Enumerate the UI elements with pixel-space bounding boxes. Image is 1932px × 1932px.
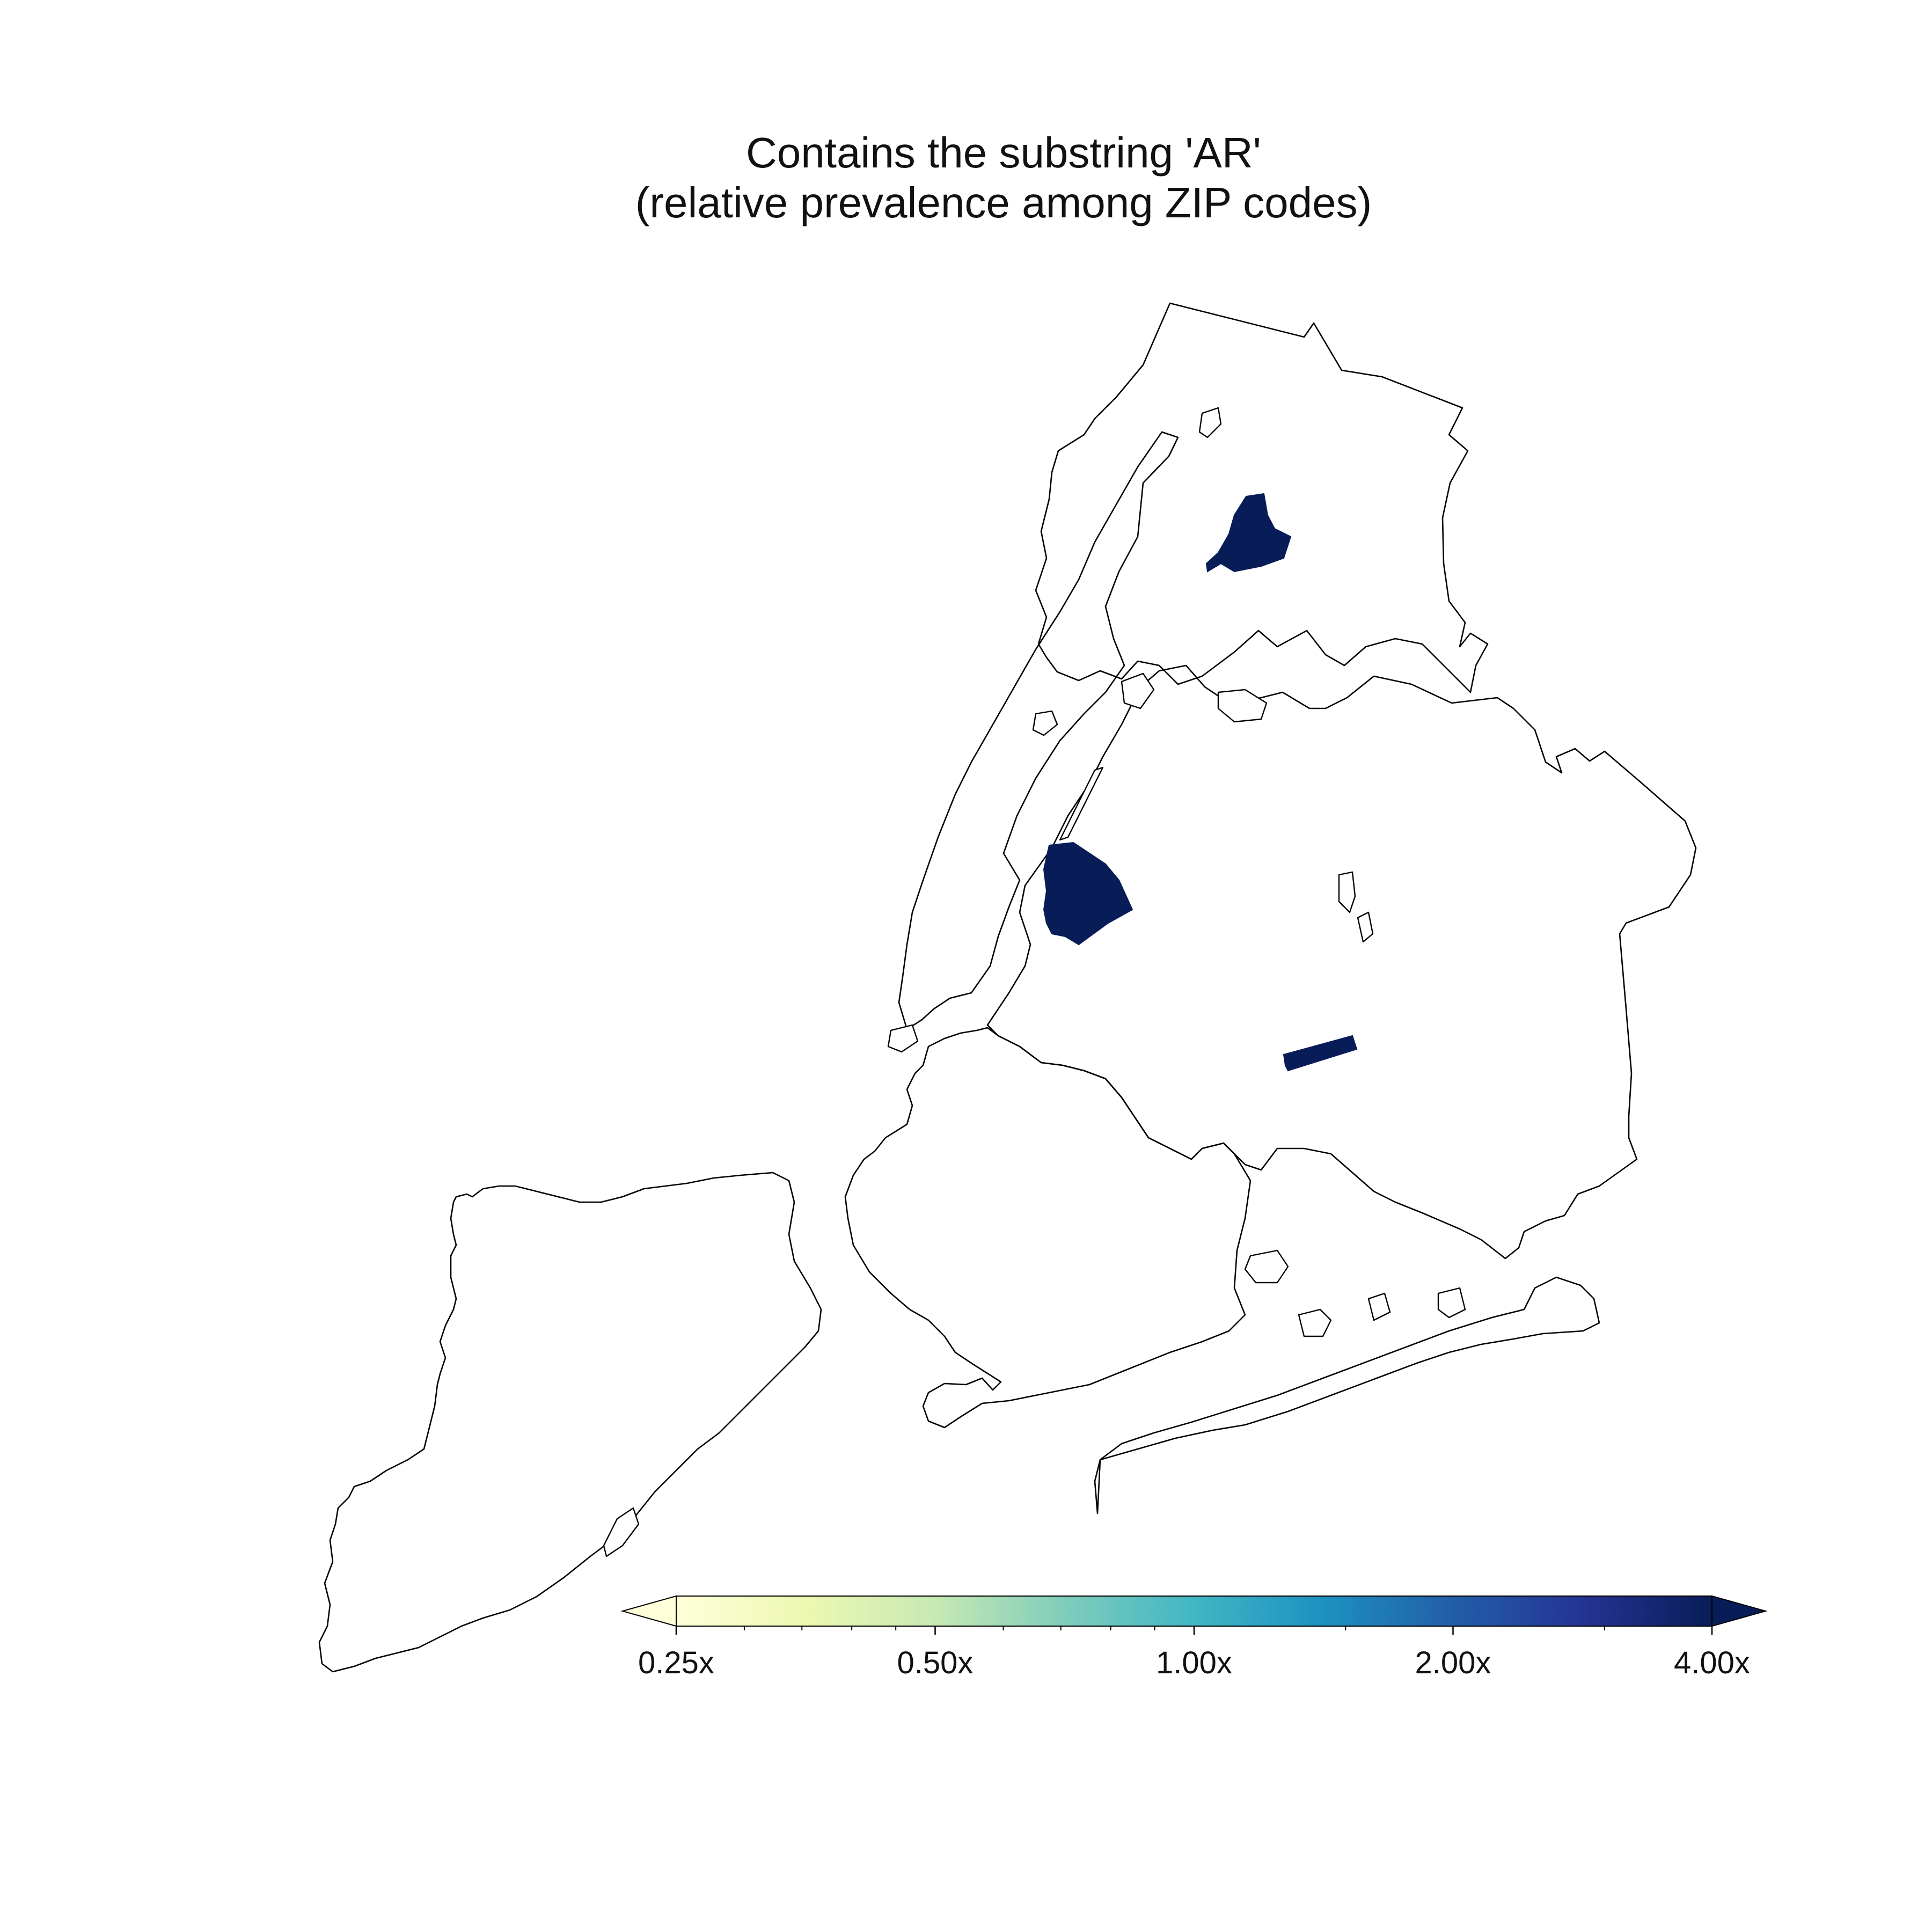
colorbar-gradient-bar xyxy=(676,1596,1713,1627)
colorbar-tick-label: 1.00x xyxy=(1156,1645,1232,1680)
rockaway-outline xyxy=(1094,1276,1600,1514)
colorbar-ticks: 0.25x 0.50x 1.00x 2.00x 4.00x xyxy=(638,1626,1750,1680)
bronx-outline xyxy=(1035,302,1489,693)
staten-island-inlet xyxy=(603,1507,640,1557)
manhattan-outline xyxy=(898,431,1179,1030)
chart-title-line-1: Contains the substring 'AR' xyxy=(746,129,1261,177)
colorbar-max-extension xyxy=(1711,1595,1768,1627)
colorbar-tick-label: 0.50x xyxy=(897,1645,974,1680)
queens-northwest-zip-area xyxy=(1043,841,1133,946)
bronx-zip-area xyxy=(1205,493,1292,573)
colorbar-tick-label: 0.25x xyxy=(638,1645,714,1680)
brooklyn-outline xyxy=(844,1027,1252,1429)
flushing-meadows-lake xyxy=(1338,871,1356,913)
jamaica-bay-island xyxy=(1437,1287,1466,1319)
colorbar: 0.25x 0.50x 1.00x 2.00x 4.00x xyxy=(620,1595,1768,1680)
jamaica-bay-island xyxy=(1244,1249,1289,1284)
jamaica-bay-island xyxy=(1298,1308,1332,1337)
flushing-meadows-lake xyxy=(1357,911,1374,943)
queens-central-zip-area xyxy=(1283,1035,1358,1072)
nyc-boroughs-map xyxy=(318,302,1697,1673)
staten-island-outline xyxy=(318,1172,822,1673)
governors-island xyxy=(887,1024,919,1053)
queens-outline xyxy=(986,664,1697,1260)
rikers-island xyxy=(1217,689,1268,723)
colorbar-tick-label: 2.00x xyxy=(1415,1645,1491,1680)
colorbar-min-extension xyxy=(620,1595,677,1627)
randalls-island xyxy=(1121,672,1155,709)
chart-title-line-2: (relative prevalence among ZIP codes) xyxy=(635,179,1372,226)
colorbar-tick-label: 4.00x xyxy=(1674,1645,1750,1680)
central-park-reservoir xyxy=(1032,710,1058,736)
bronx-reservoir xyxy=(1198,407,1222,438)
roosevelt-island xyxy=(1059,766,1104,841)
highlighted-zip-areas xyxy=(1043,493,1358,1072)
jamaica-bay-island xyxy=(1367,1292,1391,1321)
